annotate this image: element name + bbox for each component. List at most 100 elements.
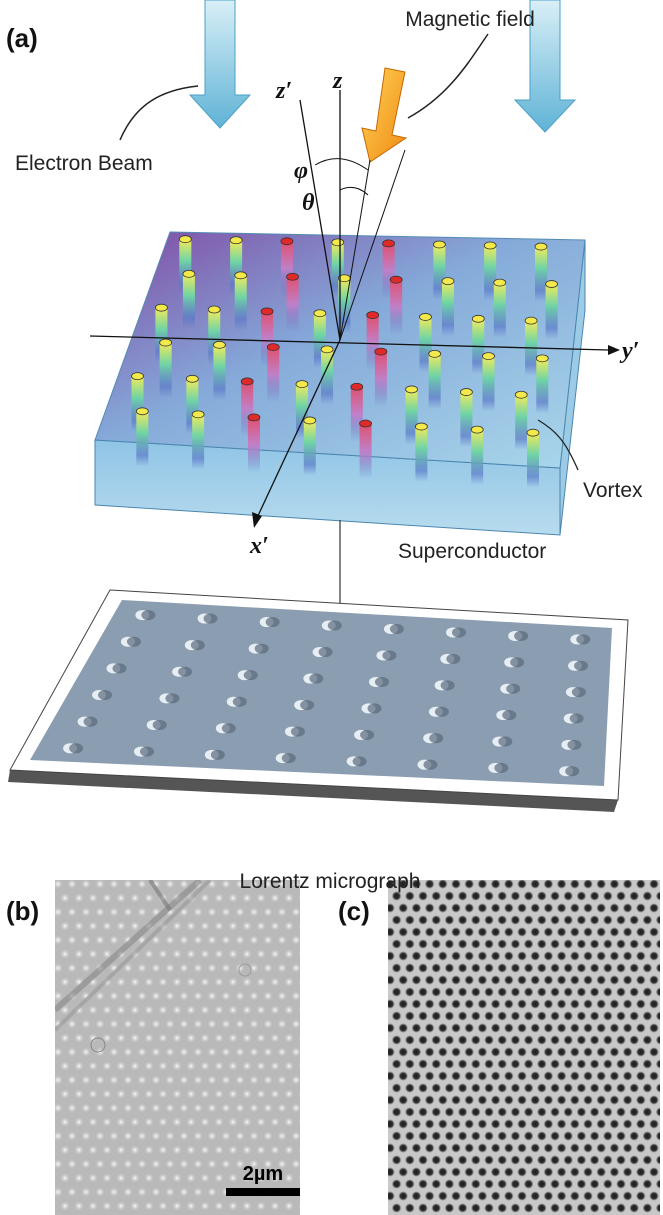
lattice-dot (524, 1131, 534, 1141)
lattice-dot (418, 1011, 428, 1021)
lorentz-dot (98, 690, 112, 700)
lattice-dot (590, 1059, 600, 1069)
label: Magnetic field (405, 8, 535, 31)
lattice-dot (477, 927, 487, 937)
lattice-dot (458, 1131, 468, 1141)
lattice-dot (425, 999, 435, 1009)
lattice-dot (563, 1107, 573, 1117)
lattice-dot (557, 1023, 567, 1033)
lattice-dot (510, 1059, 520, 1069)
lattice-dot (497, 1107, 507, 1117)
lattice-dot (256, 949, 266, 959)
lattice-dot (116, 1061, 126, 1071)
lattice-dot (74, 921, 84, 931)
lattice-dot (221, 991, 231, 1001)
lattice-dot (550, 1179, 560, 1189)
lattice-dot (629, 1059, 639, 1069)
lattice-dot (543, 951, 553, 961)
lattice-dot (458, 1107, 468, 1117)
lattice-dot (95, 1159, 105, 1169)
lattice-dot (636, 951, 646, 961)
lattice-dot (616, 891, 626, 901)
lattice-dot (464, 1023, 474, 1033)
lattice-dot (504, 1071, 514, 1081)
arrowhead (608, 345, 620, 355)
lattice-dot (418, 1155, 428, 1165)
lattice-dot (214, 1005, 224, 1015)
lattice-dot (484, 1059, 494, 1069)
lattice-dot (228, 1201, 238, 1211)
vortex-top (213, 341, 225, 348)
lattice-dot (530, 975, 540, 985)
lattice-dot (270, 1089, 280, 1099)
lattice-dot (158, 1117, 168, 1127)
vortex-top (360, 420, 372, 427)
lattice-dot (629, 939, 639, 949)
lattice-dot (524, 1083, 534, 1093)
lattice-dot (88, 921, 98, 931)
lattice-dot (298, 1117, 308, 1127)
lattice-dot (543, 975, 553, 985)
lattice-dot (242, 1145, 252, 1155)
lattice-dot (438, 1047, 448, 1057)
lattice-dot (165, 879, 175, 889)
lattice-dot (242, 1033, 252, 1043)
lattice-dot (609, 975, 619, 985)
vortex-top (527, 429, 539, 436)
lattice-dot (67, 1047, 77, 1057)
lattice-dot (609, 1047, 619, 1057)
lattice-dot (616, 1203, 626, 1213)
lattice-dot (158, 1173, 168, 1183)
lattice-dot (179, 1047, 189, 1057)
lorentz-dot (309, 674, 323, 684)
lattice-dot (256, 893, 266, 903)
lattice-dot (200, 893, 210, 903)
lattice-dot (221, 1075, 231, 1085)
lorentz-dot (576, 634, 590, 644)
lattice-dot (616, 1131, 626, 1141)
lattice-dot (504, 975, 514, 985)
lattice-dot (207, 1103, 217, 1113)
lattice-dot (200, 1201, 210, 1211)
lattice-dot (263, 963, 273, 973)
lattice-dot (88, 1005, 98, 1015)
lattice-dot (543, 1071, 553, 1081)
lattice-dot (438, 975, 448, 985)
lattice-dot (81, 1103, 91, 1113)
vortex-top (536, 355, 548, 362)
axis-label: x′ (249, 533, 269, 559)
lattice-dot (144, 1201, 154, 1211)
lattice-dot (130, 1033, 140, 1043)
lattice-dot (242, 977, 252, 987)
lattice-dot (603, 1131, 613, 1141)
lattice-dot (596, 1023, 606, 1033)
lattice-dot (411, 1191, 421, 1201)
lattice-dot (228, 977, 238, 987)
lattice-dot (144, 1061, 154, 1071)
lattice-dot (116, 1173, 126, 1183)
lattice-dot (609, 1119, 619, 1129)
lattice-dot (530, 1191, 540, 1201)
lattice-dot (284, 921, 294, 931)
lattice-dot (629, 1107, 639, 1117)
vortex-top (415, 423, 427, 430)
lattice-dot (471, 1131, 481, 1141)
lattice-dot (642, 1107, 652, 1117)
lattice-dot (471, 987, 481, 997)
vortex-top (261, 308, 273, 315)
lattice-dot (451, 927, 461, 937)
lattice-dot (405, 1107, 415, 1117)
lattice-dot (444, 1155, 454, 1165)
lattice-dot (298, 921, 308, 931)
lattice-dot (477, 1191, 487, 1201)
lattice-dot (221, 907, 231, 917)
vortex-top (442, 278, 454, 285)
lattice-dot (603, 915, 613, 925)
lattice-dot (242, 1089, 252, 1099)
lattice-dot (629, 1179, 639, 1189)
lattice-dot (491, 1071, 501, 1081)
lattice-dot (477, 1071, 487, 1081)
lattice-dot (438, 1023, 448, 1033)
lorentz-dot (233, 697, 247, 707)
lorentz-dot (435, 707, 449, 717)
